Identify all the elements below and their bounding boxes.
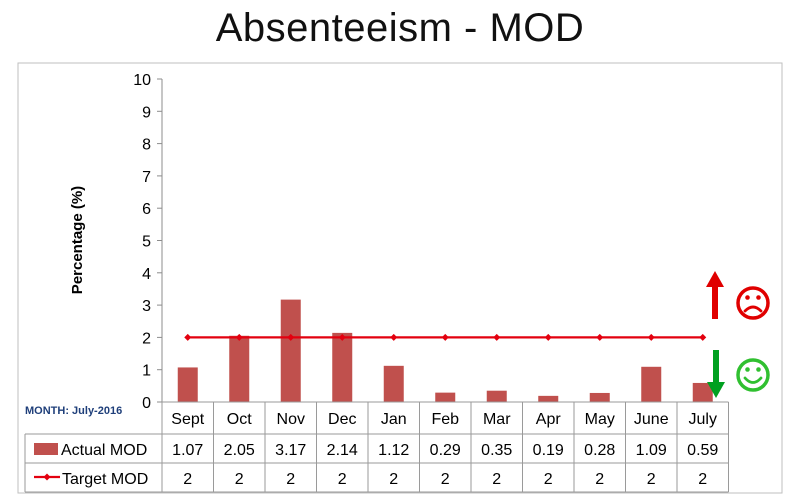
x-tick-label: Feb xyxy=(431,411,459,428)
y-tick-label: 9 xyxy=(142,104,151,121)
plot-frame xyxy=(17,62,783,494)
legend-label-target-mod: Target MOD xyxy=(62,471,148,488)
x-tick-label: Nov xyxy=(277,411,305,428)
data-label-actual-mod: 1.09 xyxy=(636,442,667,459)
data-label-actual-mod: 1.12 xyxy=(378,442,409,459)
happy-face-eye xyxy=(745,367,750,372)
happy-face-outline xyxy=(736,358,770,392)
x-tick-label: Apr xyxy=(536,411,562,428)
bar-actual-mod xyxy=(589,392,610,402)
data-label-actual-mod: 0.59 xyxy=(687,442,718,459)
chart-title: Absenteeism - MOD xyxy=(215,6,585,50)
bar-actual-mod xyxy=(538,395,559,402)
x-tick-label: May xyxy=(585,411,615,428)
sad-face-eye xyxy=(745,295,750,300)
up-arrow-head xyxy=(706,271,724,287)
bar-actual-mod xyxy=(692,382,713,402)
y-tick-label: 0 xyxy=(142,395,151,412)
data-label-target-mod: 2 xyxy=(286,471,295,488)
y-tick-label: 2 xyxy=(142,330,151,347)
point-target-mod xyxy=(647,333,655,341)
y-axis-title: Percentage (%) xyxy=(69,186,86,294)
data-label-actual-mod: 0.28 xyxy=(584,442,615,459)
bar-actual-mod xyxy=(280,299,301,402)
data-label-target-mod: 2 xyxy=(595,471,604,488)
bar-actual-mod xyxy=(177,367,198,402)
bar-actual-mod xyxy=(486,390,507,402)
legend-swatch-actual-mod xyxy=(34,443,58,455)
y-tick-label: 1 xyxy=(142,363,151,380)
data-label-target-mod: 2 xyxy=(235,471,244,488)
point-target-mod xyxy=(390,333,398,341)
y-tick-label: 5 xyxy=(142,234,151,251)
bar-actual-mod xyxy=(229,335,250,402)
happy-face-icon xyxy=(736,358,770,392)
point-target-mod xyxy=(699,333,707,341)
y-tick-label: 3 xyxy=(142,298,151,315)
y-tick-label: 4 xyxy=(142,266,151,283)
point-target-mod xyxy=(441,333,449,341)
legend-marker-target-mod xyxy=(43,473,51,481)
data-label-target-mod: 2 xyxy=(389,471,398,488)
x-tick-label: June xyxy=(634,411,669,428)
data-label-actual-mod: 3.17 xyxy=(275,442,306,459)
y-tick-label: 10 xyxy=(133,72,151,89)
bar-actual-mod xyxy=(383,365,404,402)
data-label-target-mod: 2 xyxy=(441,471,450,488)
point-target-mod xyxy=(184,333,192,341)
point-target-mod xyxy=(287,333,295,341)
sad-face-mouth xyxy=(743,305,763,313)
data-label-actual-mod: 1.07 xyxy=(172,442,203,459)
x-tick-label: Jan xyxy=(381,411,407,428)
data-label-target-mod: 2 xyxy=(183,471,192,488)
bar-actual-mod xyxy=(435,392,456,402)
point-target-mod xyxy=(596,333,604,341)
point-target-mod xyxy=(338,333,346,341)
y-tick-label: 8 xyxy=(142,137,151,154)
data-label-actual-mod: 2.05 xyxy=(224,442,255,459)
up-arrow-shaft xyxy=(712,286,718,319)
data-label-actual-mod: 0.29 xyxy=(430,442,461,459)
x-tick-label: Oct xyxy=(227,411,252,428)
data-label-actual-mod: 0.19 xyxy=(533,442,564,459)
y-tick-label: 7 xyxy=(142,169,151,186)
data-label-actual-mod: 0.35 xyxy=(481,442,512,459)
sad-face-icon xyxy=(736,286,770,320)
legend-label-actual-mod: Actual MOD xyxy=(61,442,147,459)
down-arrow-head xyxy=(707,382,725,398)
bar-actual-mod xyxy=(332,332,353,402)
point-target-mod xyxy=(544,333,552,341)
data-label-target-mod: 2 xyxy=(647,471,656,488)
x-tick-label: Mar xyxy=(483,411,511,428)
month-label: MONTH: July-2016 xyxy=(25,405,123,417)
sad-face-outline xyxy=(736,286,770,320)
y-tick-label: 6 xyxy=(142,201,151,218)
bar-actual-mod xyxy=(641,366,662,402)
data-label-target-mod: 2 xyxy=(544,471,553,488)
data-label-target-mod: 2 xyxy=(338,471,347,488)
happy-face-mouth xyxy=(743,376,763,384)
point-target-mod xyxy=(235,333,243,341)
sad-face-eye xyxy=(756,295,761,300)
data-label-actual-mod: 2.14 xyxy=(327,442,358,459)
point-target-mod xyxy=(493,333,501,341)
happy-face-eye xyxy=(756,367,761,372)
x-tick-label: Sept xyxy=(171,411,204,428)
up-arrow-icon xyxy=(706,271,724,319)
data-label-target-mod: 2 xyxy=(492,471,501,488)
x-tick-label: July xyxy=(689,411,717,428)
data-label-target-mod: 2 xyxy=(698,471,707,488)
x-tick-label: Dec xyxy=(328,411,356,428)
down-arrow-shaft xyxy=(713,350,719,384)
down-arrow-icon xyxy=(707,350,725,398)
